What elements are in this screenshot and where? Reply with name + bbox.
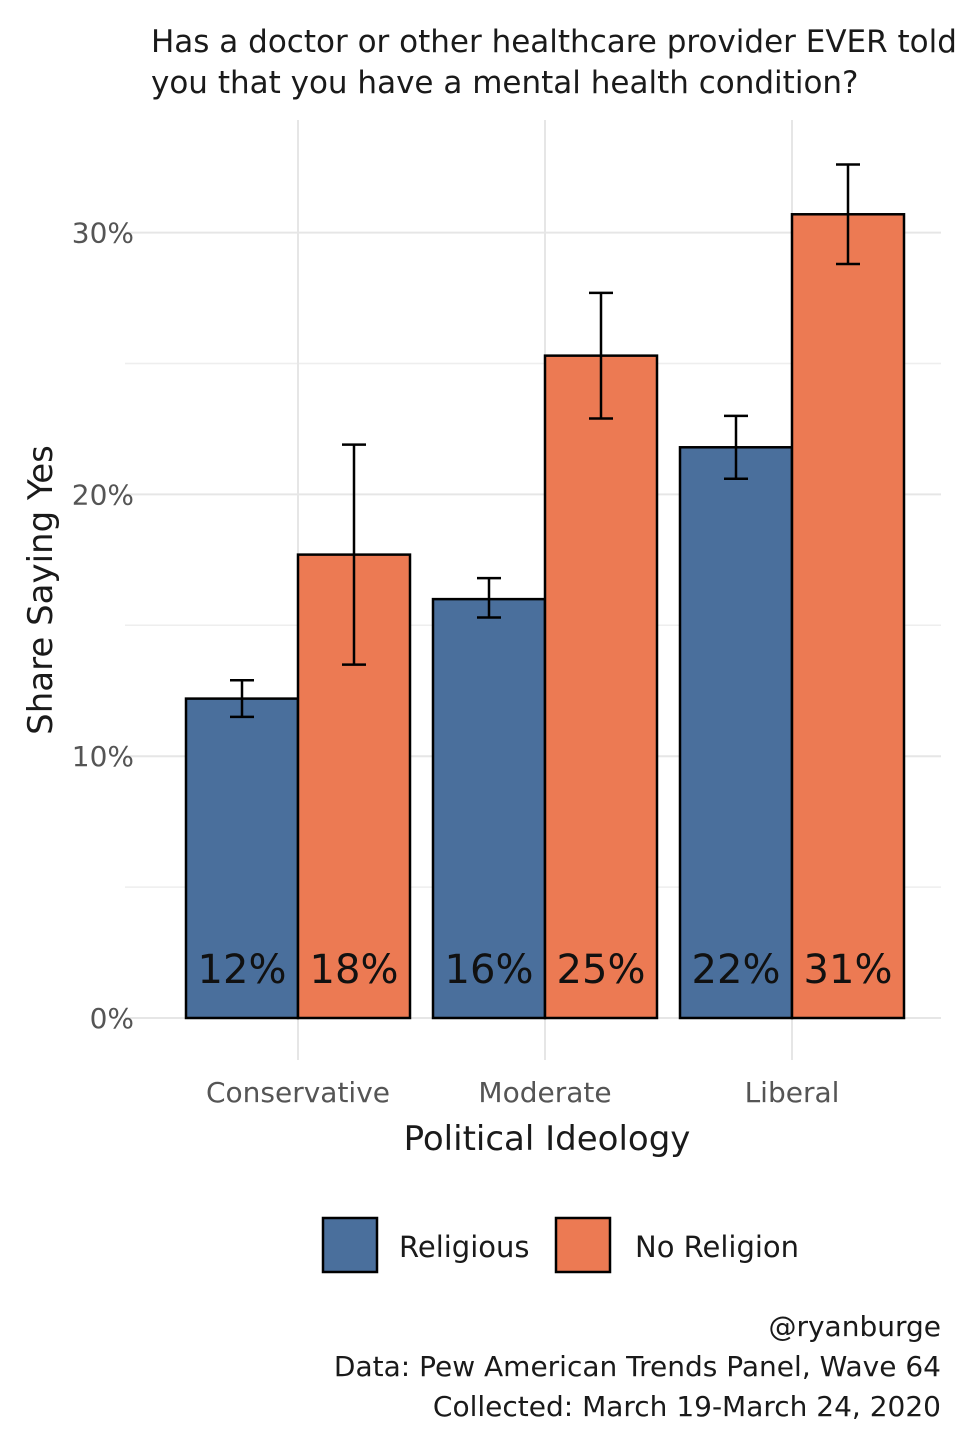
- bar-religious-moderate: [431, 597, 547, 1020]
- caption-data-source: Data: Pew American Trends Panel, Wave 64: [334, 1350, 941, 1383]
- bar-label-no-religion-liberal: 31%: [804, 947, 893, 993]
- bar-no-religion-moderate: [543, 354, 659, 1020]
- legend-swatch-religious: [321, 1216, 379, 1274]
- y-tick-label: 30%: [72, 217, 134, 250]
- y-axis-title: Share Saying Yes: [21, 445, 61, 735]
- bar-label-no-religion-moderate: 25%: [557, 947, 646, 993]
- error-bar-no-religion-liberal: [836, 163, 860, 266]
- error-bar-no-religion-moderate: [589, 291, 613, 420]
- y-tick-label: 10%: [72, 740, 134, 773]
- caption-author: @ryanburge: [768, 1310, 941, 1343]
- chart-title-line-2: you that you have a mental health condit…: [151, 65, 859, 101]
- error-bar-religious-liberal: [724, 414, 748, 480]
- bars: [184, 213, 906, 1020]
- bar-religious-liberal: [678, 446, 794, 1020]
- error-bar-religious-moderate: [477, 576, 501, 619]
- error-bar-religious-conservative: [230, 679, 254, 719]
- bar-label-no-religion-conservative: 18%: [310, 947, 399, 993]
- legend: Religious No Religion: [321, 1216, 799, 1274]
- error-bar-no-religion-conservative: [342, 443, 366, 666]
- legend-label-no-religion: No Religion: [635, 1230, 799, 1264]
- bar-label-religious-moderate: 16%: [445, 947, 534, 993]
- bar-label-religious-liberal: 22%: [692, 947, 781, 993]
- legend-swatch-no-religion: [554, 1216, 612, 1274]
- chart-title-line-1: Has a doctor or other healthcare provide…: [151, 24, 957, 60]
- error-bars: [230, 163, 860, 719]
- x-tick-label-moderate: Moderate: [478, 1076, 611, 1109]
- x-tick-label-conservative: Conservative: [206, 1076, 390, 1109]
- y-tick-label: 0%: [90, 1002, 134, 1035]
- x-axis-title: Political Ideology: [404, 1119, 691, 1159]
- caption-collected: Collected: March 19-March 24, 2020: [433, 1390, 941, 1423]
- x-axis-ticks: Conservative Moderate Liberal: [206, 1076, 839, 1109]
- bar-labels: 12% 16% 22% 18% 25% 31%: [198, 947, 893, 993]
- legend-label-religious: Religious: [399, 1230, 530, 1264]
- bar-no-religion-liberal: [790, 213, 906, 1020]
- x-tick-label-liberal: Liberal: [745, 1076, 840, 1109]
- bar-label-religious-conservative: 12%: [198, 947, 287, 993]
- y-tick-label: 20%: [72, 478, 134, 511]
- y-axis-ticks: 0% 10% 20% 30%: [72, 217, 134, 1035]
